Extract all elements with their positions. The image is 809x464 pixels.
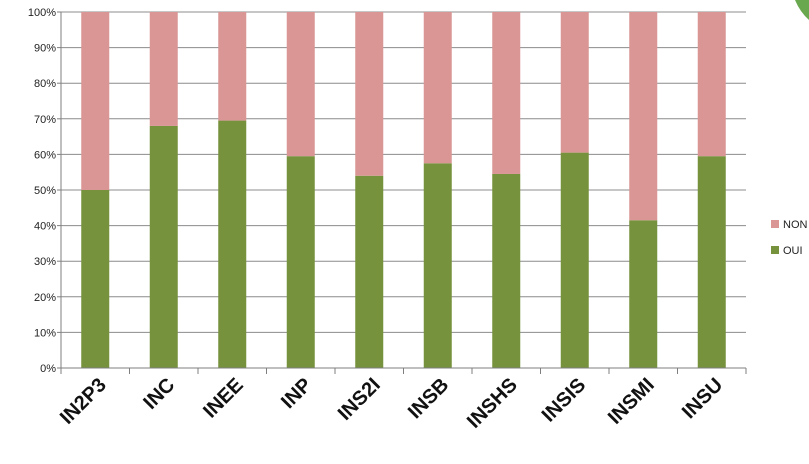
bar-segment-non: [423, 12, 452, 164]
legend-label: OUI: [783, 245, 803, 257]
bar-segment-non: [629, 12, 658, 221]
bar-segment-non: [355, 12, 384, 176]
bar-segment-oui: [629, 220, 658, 368]
axes: [57, 11, 747, 374]
bar-segment-non: [697, 12, 726, 157]
bar-segment-non: [492, 12, 521, 174]
y-tick-labels: 0% 10% 20% 30% 40% 50% 60% 70% 80% 90% 100%: [28, 7, 56, 375]
legend-swatch: [771, 220, 779, 228]
bar-segment-non: [149, 12, 178, 126]
y-tick-label: 70%: [34, 114, 56, 126]
y-tick-label: 30%: [34, 256, 56, 268]
bar-segment-oui: [218, 120, 247, 368]
y-tick-label: 80%: [34, 78, 56, 90]
bar-segment-non: [286, 12, 315, 157]
y-tick-label: 40%: [34, 221, 56, 233]
bar-segment-oui: [286, 156, 315, 368]
legend-swatch: [771, 246, 779, 254]
x-category-label: INSIS: [538, 374, 591, 427]
corner-decoration: [795, 0, 809, 20]
bar-segment-non: [81, 12, 110, 190]
bar-segment-non: [218, 12, 247, 121]
bar-segment-oui: [423, 163, 452, 368]
x-category-label: INS2I: [334, 374, 385, 425]
bars: [81, 12, 726, 368]
legend: NON OUI: [771, 219, 808, 257]
x-category-label: INP: [277, 374, 316, 413]
y-tick-label: 20%: [34, 292, 56, 304]
legend-label: NON: [783, 219, 808, 231]
bar-segment-oui: [149, 125, 178, 368]
bar-segment-oui: [560, 152, 589, 368]
y-tick-label: 100%: [28, 7, 56, 19]
x-category-label: INEE: [199, 374, 248, 423]
y-tick-label: 0%: [40, 363, 56, 375]
x-category-label: INSMI: [604, 374, 659, 429]
x-category-label: INSU: [678, 374, 727, 423]
x-category-labels: IN2P3 INC INEE INP INS2I INSB INSHS INSIS INSMI I…: [56, 374, 727, 433]
bar-segment-non: [560, 12, 589, 153]
y-tick-label: 90%: [34, 43, 56, 55]
bar-segment-oui: [697, 156, 726, 368]
bar-segment-oui: [355, 175, 384, 368]
y-tick-label: 50%: [34, 185, 56, 197]
x-category-label: INSB: [404, 374, 453, 423]
x-category-label: INC: [139, 374, 179, 414]
x-category-label: INSHS: [463, 374, 522, 433]
bar-segment-oui: [81, 190, 110, 368]
y-tick-label: 10%: [34, 327, 56, 339]
bar-segment-oui: [492, 173, 521, 368]
y-tick-label: 60%: [34, 149, 56, 161]
x-category-label: IN2P3: [56, 374, 111, 429]
